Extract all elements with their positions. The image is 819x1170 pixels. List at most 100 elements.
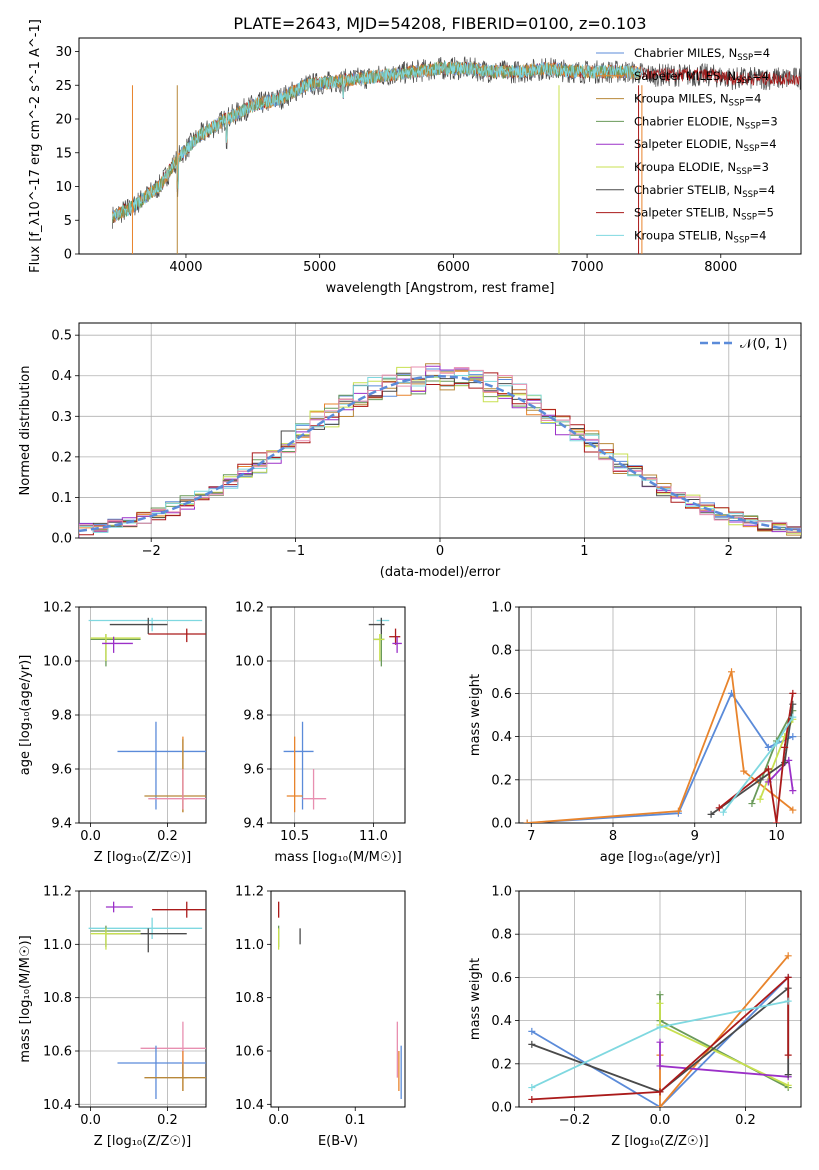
weight_vs_age-series xyxy=(523,668,797,823)
legend-label: Chabrier STELIB, NSSP=4 xyxy=(634,183,775,200)
weight_vs_age-xtick-label: 9 xyxy=(691,829,699,844)
weight_vs_Z-marker xyxy=(784,973,792,981)
weight_vs_age-marker xyxy=(789,733,797,741)
spectrum-ytick-label: 25 xyxy=(55,79,72,94)
mass_vs_ebv-xtick-label: 0.0 xyxy=(268,1113,289,1128)
weight_vs_Z-line-0 xyxy=(531,976,789,1107)
age_vs_Z-point-0 xyxy=(117,721,206,810)
age_vs_mass-point-5 xyxy=(389,628,401,645)
mass_vs_ebv-xtick-label: 0.1 xyxy=(345,1113,366,1128)
residuals-xtick-label: −2 xyxy=(142,544,161,559)
weight_vs_Z-marker xyxy=(784,1071,792,1079)
legend-label: Salpeter ELODIE, NSSP=4 xyxy=(634,137,777,154)
age_vs_mass-xlabel: mass [log₁₀(M/M☉)] xyxy=(274,850,401,865)
weight_vs_age-marker xyxy=(764,765,772,773)
mass_vs_ebv-ytick-label: 10.6 xyxy=(235,1045,264,1060)
weight_vs_Z-ytick-label: 0.4 xyxy=(491,1014,512,1029)
weight_vs_Z-ytick-label: 0.0 xyxy=(491,1101,512,1116)
weight_vs_age-marker xyxy=(674,807,682,815)
weight_vs_Z-marker xyxy=(656,1062,664,1070)
spectrum-xtick-label: 6000 xyxy=(437,260,470,275)
age_vs_Z-point-8 xyxy=(90,634,141,661)
mass_vs_ebv-axes: 0.0 0.1 10.4 10.6 10.8 11.0 11.2 E(B-V) xyxy=(235,885,406,1149)
weight_vs_Z-axes: −0.2 0.0 0.2 0.0 0.2 0.4 0.6 0.8 1.0 Z [log₁₀(Z/Z… xyxy=(468,885,802,1149)
age_vs_Z-xtick-label: 0.2 xyxy=(157,829,178,844)
age_vs_mass-point-8 xyxy=(392,636,402,653)
weight_vs_age-ylabel: mass weight xyxy=(468,674,483,756)
weight_vs_Z-xtick-label: 0.2 xyxy=(735,1113,756,1128)
mass_vs_Z-ytick-label: 10.8 xyxy=(43,991,72,1006)
age_vs_mass-point-0 xyxy=(283,721,314,810)
mass_vs_ebv-ytick-label: 10.4 xyxy=(235,1098,264,1113)
weight_vs_Z-marker xyxy=(528,1095,536,1103)
legend-label: Chabrier ELODIE, NSSP=3 xyxy=(634,114,778,131)
weight_vs_age-marker xyxy=(715,804,723,812)
weight_vs_age-ytick-label: 1.0 xyxy=(491,601,512,616)
legend-label: Kroupa STELIB, NSSP=4 xyxy=(634,228,766,245)
weight_vs_age-frame xyxy=(518,606,802,824)
weight_vs_age-xtick-label: 10 xyxy=(768,829,785,844)
mass_vs_ebv-frame xyxy=(270,890,406,1108)
age_vs_Z-ytick-label: 9.6 xyxy=(51,763,72,778)
weight_vs_age-marker xyxy=(789,806,797,814)
age_vs_mass-frame xyxy=(270,606,406,824)
mass_vs_ebv-ytick-label: 10.8 xyxy=(235,991,264,1006)
spectrum-frame xyxy=(78,37,802,255)
residuals-ytick-label: 0.4 xyxy=(51,369,72,384)
mass_vs_Z-xtick-label: 0.2 xyxy=(157,1113,178,1128)
age_vs_Z-ytick-label: 10.2 xyxy=(43,601,72,616)
spectrum-xtick-label: 5000 xyxy=(303,260,336,275)
spectrum-ytick-label: 5 xyxy=(64,214,72,229)
weight_vs_age-marker xyxy=(740,767,748,775)
legend-label: Salpeter MILES, NSSP=4 xyxy=(634,69,769,86)
legend-label: Kroupa MILES, NSSP=4 xyxy=(634,92,761,109)
weight_vs_Z-marker xyxy=(656,1088,664,1096)
mass_vs_Z-point-3 xyxy=(144,1064,206,1091)
weight_vs_Z-ytick-label: 0.8 xyxy=(491,928,512,943)
age_vs_Z-point-5 xyxy=(109,617,168,634)
mass_vs_Z-point-0 xyxy=(140,1021,206,1078)
weight_vs_Z-marker xyxy=(784,997,792,1005)
spectrum-xlabel: wavelength [Angstrom, rest frame] xyxy=(326,281,555,296)
normal-legend-label: 𝒩(0, 1) xyxy=(740,337,787,352)
residuals-ytick-label: 0.5 xyxy=(51,329,72,344)
mass_vs_Z-xtick-label: 0.0 xyxy=(80,1113,101,1128)
mass_vs_Z-points xyxy=(88,901,206,1099)
spectrum-ytick-label: 10 xyxy=(55,180,72,195)
normal-curve xyxy=(79,374,801,533)
age_vs_Z-ytick-label: 9.4 xyxy=(51,817,72,832)
weight_vs_Z-ytick-label: 0.6 xyxy=(491,971,512,986)
spectrum-xtick-label: 7000 xyxy=(571,260,604,275)
residuals-ytick-label: 0.0 xyxy=(51,532,72,547)
weight_vs_age-marker xyxy=(785,756,793,764)
legend-label: Salpeter STELIB, NSSP=5 xyxy=(634,206,774,223)
weight_vs_age-xtick-label: 7 xyxy=(527,829,535,844)
weight_vs_Z-marker xyxy=(784,1051,792,1059)
mass_vs_Z-point-4 xyxy=(105,901,133,913)
weight_vs_Z-line-6 xyxy=(531,975,790,1101)
mass_vs_Z-ytick-label: 10.6 xyxy=(43,1045,72,1060)
spectrum-ytick-label: 15 xyxy=(55,146,72,161)
age_vs_Z-point-9 xyxy=(102,636,133,653)
weight_vs_Z-marker xyxy=(656,991,664,999)
age_vs_Z-ytick-label: 9.8 xyxy=(51,709,72,724)
weight_vs_age-line-5 xyxy=(710,704,794,816)
weight_vs_age-marker xyxy=(789,689,797,697)
age_vs_Z-xlabel: Z [log₁₀(Z/Z☉)] xyxy=(94,850,191,865)
weight_vs_age-marker xyxy=(728,668,736,676)
weight_vs_Z-ylabel: mass weight xyxy=(468,958,483,1040)
weight_vs_Z-marker xyxy=(528,1084,536,1092)
residuals-xtick-label: 0 xyxy=(436,544,444,559)
weight_vs_age-line-6 xyxy=(718,693,794,823)
spectrum-ytick-label: 0 xyxy=(64,248,72,263)
residuals-xtick-label: −1 xyxy=(286,544,305,559)
age_vs_mass-ytick-label: 9.4 xyxy=(243,817,264,832)
weight_vs_Z-marker xyxy=(656,1103,664,1107)
age_vs_mass-axes: 10.5 11.0 9.4 9.6 9.8 10.0 10.2 mass [log₁₀(M/M… xyxy=(235,601,406,865)
weight_vs_Z-marker xyxy=(784,952,792,960)
spectrum-xtick-label: 4000 xyxy=(169,260,202,275)
mass_vs_Z-ytick-label: 11.2 xyxy=(43,885,72,900)
age_vs_mass-point-2 xyxy=(302,769,327,810)
weight_vs_age-marker xyxy=(772,739,780,747)
